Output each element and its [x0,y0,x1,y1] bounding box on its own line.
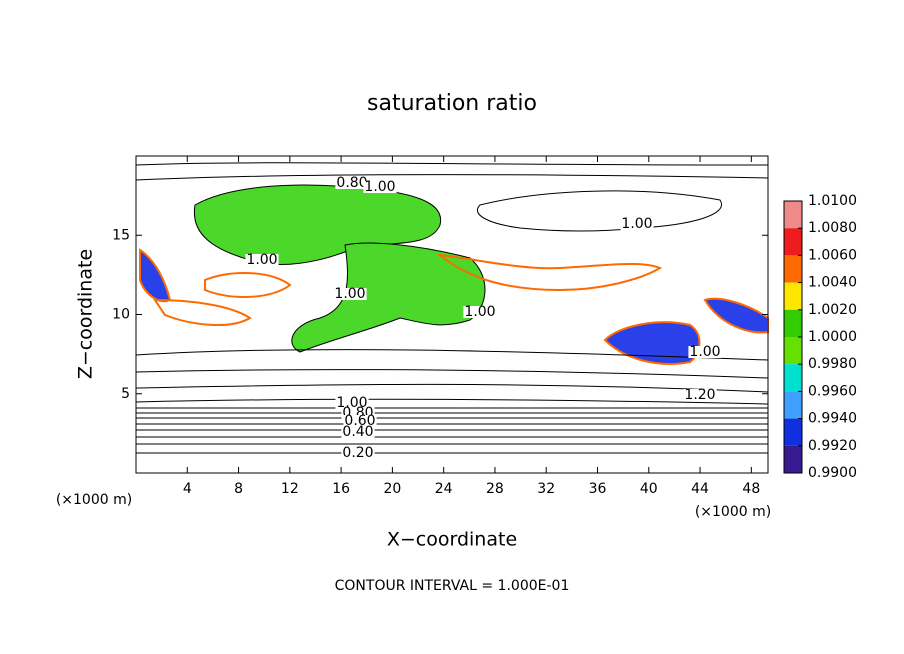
contour-label: 1.00 [364,179,395,195]
y-axis-label: Z−coordinate [75,249,97,379]
colorbar-label: 0.9960 [808,383,857,399]
y-tick-label: 5 [121,386,130,402]
x-tick-label: 24 [435,481,453,497]
x-tick-label: 44 [691,481,709,497]
x-tick-label: 16 [332,481,350,497]
colorbar-band [784,228,802,256]
colorbar-band [784,337,802,365]
x-tick-label: 40 [640,481,658,497]
contour-label: 1.00 [464,304,495,320]
chart-title: saturation ratio [367,91,537,116]
colorbar-band [784,364,802,392]
y-unit: (×1000 m) [56,492,132,508]
contour-label: 0.60 [344,413,375,429]
colorbar-band [784,445,802,473]
contour-label: 0.20 [342,445,373,461]
contour-label-bg [343,415,377,427]
colorbar-band [784,309,802,337]
colorbar-band [784,201,802,229]
contour-label-bg [333,288,367,300]
x-tick-label: 20 [383,481,401,497]
contour-label-bg [245,254,279,266]
contour-label-bg [335,397,369,409]
colorbar-band [784,282,802,310]
colorbar-label: 0.9900 [808,465,857,481]
contour-label: 1.00 [621,216,652,232]
contour-label: 1.00 [246,252,277,268]
colorbar-label: 1.0020 [808,302,857,318]
colorbar-label: 1.0100 [808,193,857,209]
x-tick-label: 12 [281,481,299,497]
x-axis-label: X−coordinate [387,529,517,551]
contour-label-bg [363,181,397,193]
x-tick-label: 4 [183,481,192,497]
colorbar-label: 1.0040 [808,275,857,291]
x-unit: (×1000 m) [695,504,771,520]
colorbar-label: 0.9980 [808,356,857,372]
contour-label-bg [341,447,375,459]
y-tick-label: 10 [112,307,130,323]
colorbar-band [784,255,802,283]
contour-label-bg [688,346,722,358]
colorbar-label: 0.9920 [808,438,857,454]
contour-label-bg [620,218,654,230]
colorbar-band [784,418,802,446]
x-tick-label: 36 [589,481,607,497]
colorbar-label: 1.0060 [808,247,857,263]
contour-label: 0.80 [336,175,367,191]
colorbar-label: 1.0080 [808,220,857,236]
x-tick-label: 8 [234,481,243,497]
contour-label: 1.00 [334,286,365,302]
field [135,162,769,454]
y-tick-label: 15 [112,227,130,243]
contour-label: 1.20 [684,387,715,403]
contour-label-bg [463,306,497,318]
contour-label: 1.00 [689,344,720,360]
colorbar-label: 1.0000 [808,329,857,345]
contour-label-bg [341,426,375,438]
colorbar-band [784,391,802,419]
x-tick-label: 32 [537,481,555,497]
footer: CONTOUR INTERVAL = 1.000E-01 [335,578,570,594]
colorbar-label: 0.9940 [808,411,857,427]
contour-label-bg [683,389,717,401]
contour-label: 0.40 [342,424,373,440]
x-tick-label: 48 [742,481,760,497]
x-tick-label: 28 [486,481,504,497]
contour-label-bg [335,177,369,189]
